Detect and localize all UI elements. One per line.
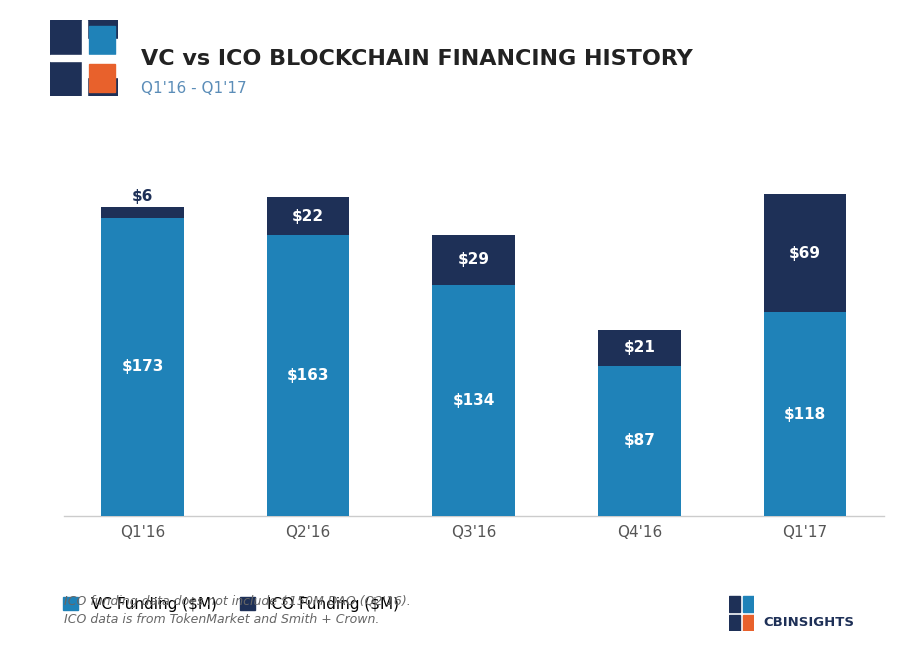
Text: $6: $6 [132, 189, 153, 204]
Bar [763, 313, 846, 516]
Bar [598, 330, 681, 366]
Bar [89, 26, 115, 54]
Text: $163: $163 [287, 368, 330, 383]
Bar [433, 235, 515, 285]
Text: $21: $21 [623, 340, 655, 355]
Text: VC vs ICO BLOCKCHAIN FINANCING HISTORY: VC vs ICO BLOCKCHAIN FINANCING HISTORY [141, 50, 693, 69]
Bar [50, 55, 118, 61]
Text: $29: $29 [457, 253, 490, 268]
Text: $69: $69 [789, 245, 821, 260]
Bar [267, 197, 350, 235]
Bar [86, 39, 120, 77]
Bar [743, 615, 754, 631]
Text: ICO data is from TokenMarket and Smith + Crown.: ICO data is from TokenMarket and Smith +… [64, 613, 379, 626]
Text: Q1'16 - Q1'17: Q1'16 - Q1'17 [141, 81, 247, 96]
Bar [729, 615, 740, 631]
Bar [267, 235, 350, 516]
Bar [433, 285, 515, 516]
Text: $87: $87 [623, 433, 655, 448]
Legend: VC Funding ($M), ICO Funding ($M): VC Funding ($M), ICO Funding ($M) [63, 596, 399, 611]
Text: $22: $22 [292, 208, 324, 223]
Bar [729, 596, 740, 612]
Text: $173: $173 [121, 359, 164, 374]
Bar [598, 366, 681, 516]
Text: $134: $134 [453, 393, 495, 408]
Bar [101, 217, 184, 516]
Bar [763, 194, 846, 313]
Bar [89, 63, 115, 92]
Bar [82, 20, 87, 96]
Text: ICO funding data does not include $150M DAO (Q2'16).: ICO funding data does not include $150M … [64, 595, 411, 608]
Text: CBINSIGHTS: CBINSIGHTS [763, 616, 855, 629]
Text: $118: $118 [783, 407, 826, 422]
Bar [101, 208, 184, 217]
Bar [743, 596, 754, 612]
